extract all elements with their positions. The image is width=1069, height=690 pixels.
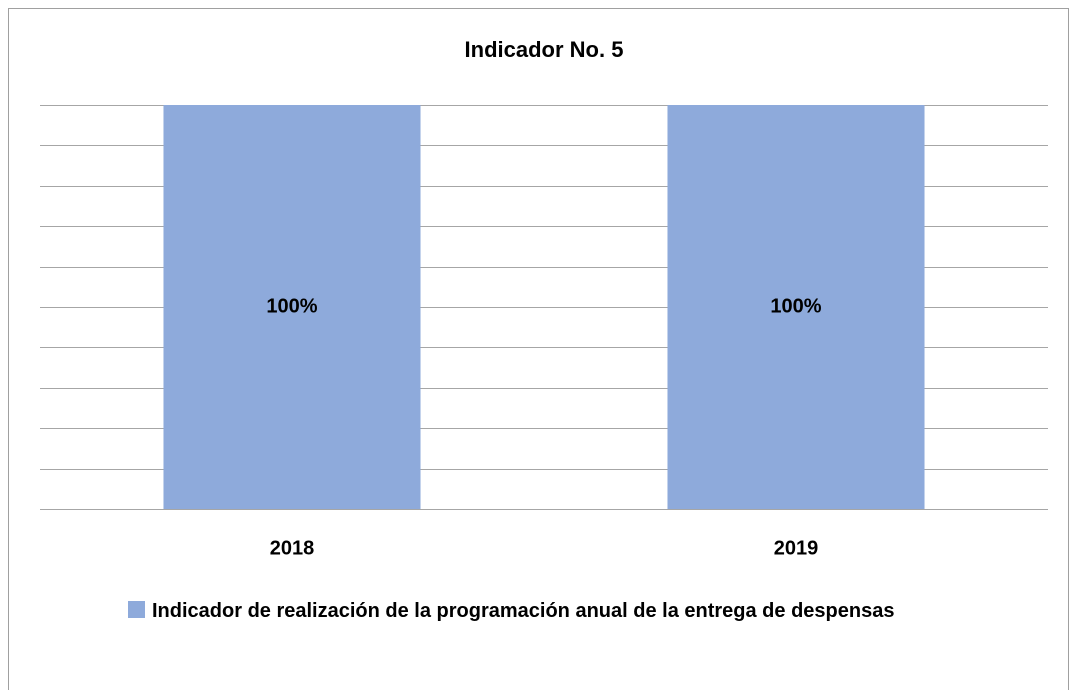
data-label: 100%: [266, 295, 317, 317]
legend-swatch: [128, 601, 145, 618]
data-label: 100%: [770, 295, 821, 317]
x-tick-label: 2018: [270, 537, 315, 559]
bar: [163, 105, 421, 509]
legend: Indicador de realización de la programac…: [128, 593, 998, 630]
legend-label: Indicador de realización de la programac…: [152, 600, 895, 622]
x-tick-label: 2019: [774, 537, 819, 559]
bar: [667, 105, 925, 509]
chart-title: Indicador No. 5: [465, 37, 624, 62]
